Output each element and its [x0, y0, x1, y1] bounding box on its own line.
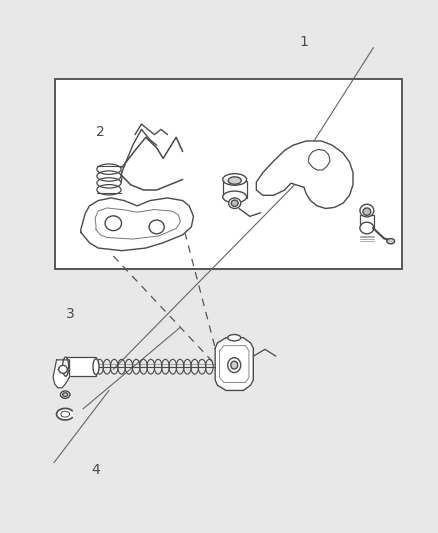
Text: 4: 4 — [92, 463, 100, 477]
Ellipse shape — [93, 359, 99, 375]
Text: 1: 1 — [299, 35, 308, 50]
Bar — [222, 181, 246, 198]
Ellipse shape — [149, 220, 164, 234]
Ellipse shape — [59, 366, 67, 373]
Ellipse shape — [359, 222, 373, 234]
Ellipse shape — [222, 191, 246, 203]
Ellipse shape — [228, 177, 240, 184]
Bar — [55, 79, 401, 269]
Ellipse shape — [60, 391, 70, 398]
Ellipse shape — [386, 239, 394, 244]
Polygon shape — [215, 338, 253, 391]
Bar — [359, 215, 373, 228]
Bar — [65, 357, 96, 376]
Ellipse shape — [359, 204, 373, 217]
Ellipse shape — [362, 208, 370, 215]
Polygon shape — [81, 198, 193, 251]
Ellipse shape — [230, 361, 237, 369]
Text: 3: 3 — [65, 307, 74, 321]
Ellipse shape — [63, 393, 67, 397]
Polygon shape — [284, 141, 352, 208]
Ellipse shape — [105, 216, 121, 231]
Polygon shape — [256, 150, 304, 195]
Ellipse shape — [227, 358, 240, 373]
Ellipse shape — [227, 335, 240, 341]
Polygon shape — [307, 149, 329, 170]
Ellipse shape — [222, 174, 246, 185]
Ellipse shape — [231, 200, 237, 206]
Text: 2: 2 — [96, 125, 104, 139]
Polygon shape — [57, 408, 72, 420]
Polygon shape — [53, 360, 69, 388]
Ellipse shape — [63, 357, 68, 376]
Ellipse shape — [228, 198, 240, 208]
